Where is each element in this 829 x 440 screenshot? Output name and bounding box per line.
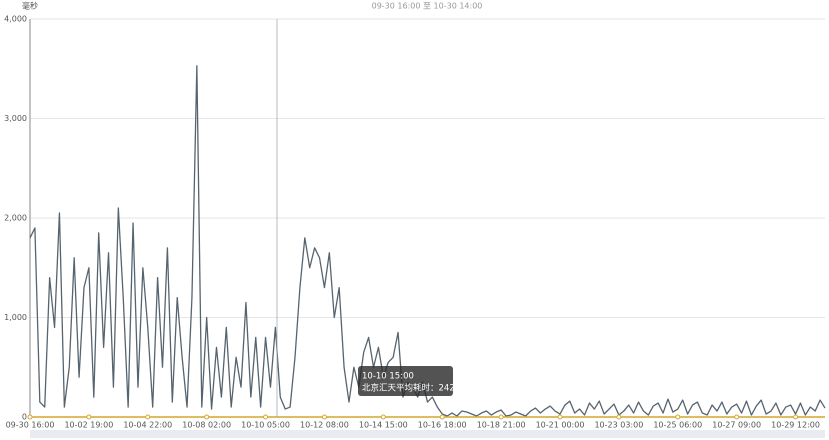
x-tick — [675, 414, 681, 420]
x-tick — [145, 414, 151, 420]
x-tick-label: 10-29 12:00 — [771, 421, 820, 430]
chart-title: 09-30 16:00 至 10-30 14:00 — [372, 2, 483, 11]
x-tick — [204, 414, 210, 420]
x-tick-label: 10-02 19:00 — [64, 421, 113, 430]
x-tick-label: 10-12 08:00 — [300, 421, 349, 430]
x-tick — [557, 414, 563, 420]
y-tick-label: 2,000 — [4, 214, 27, 223]
x-tick-label: 09-30 16:00 — [6, 421, 55, 430]
x-tick — [734, 414, 740, 420]
x-tick-label: 10-27 09:00 — [712, 421, 761, 430]
tooltip-title: 10-10 15:00 — [362, 372, 414, 382]
tooltip-box — [358, 366, 453, 396]
x-tick — [27, 414, 33, 420]
x-tick — [793, 414, 799, 420]
y-axis-label: 毫秒 — [22, 1, 38, 11]
x-tick-label: 10-10 05:00 — [241, 421, 290, 430]
x-tick-label: 10-04 22:00 — [123, 421, 172, 430]
data-line — [29, 65, 826, 417]
x-tick — [321, 414, 327, 420]
x-tick — [380, 414, 386, 420]
y-tick-label: 0 — [22, 413, 27, 422]
y-tick-label: 4,000 — [4, 15, 27, 24]
x-tick-label: 10-08 02:00 — [182, 421, 231, 430]
x-tick — [498, 414, 504, 420]
x-tick — [616, 414, 622, 420]
x-tick-label: 10-23 03:00 — [594, 421, 643, 430]
y-tick-label: 1,000 — [4, 313, 27, 322]
y-tick-label: 3,000 — [4, 114, 27, 123]
x-tick-label: 10-16 18:00 — [418, 421, 467, 430]
x-tick-label: 10-18 21:00 — [477, 421, 526, 430]
x-tick — [263, 414, 269, 420]
x-tick-label: 10-25 06:00 — [653, 421, 702, 430]
x-tick — [439, 414, 445, 420]
x-tick — [86, 414, 92, 420]
x-tick-label: 10-14 15:00 — [359, 421, 408, 430]
x-tick-label: 10-21 00:00 — [536, 421, 585, 430]
zoom-bar[interactable] — [30, 430, 825, 438]
tooltip-text: 北京汇天平均耗时：242 — [362, 383, 455, 394]
